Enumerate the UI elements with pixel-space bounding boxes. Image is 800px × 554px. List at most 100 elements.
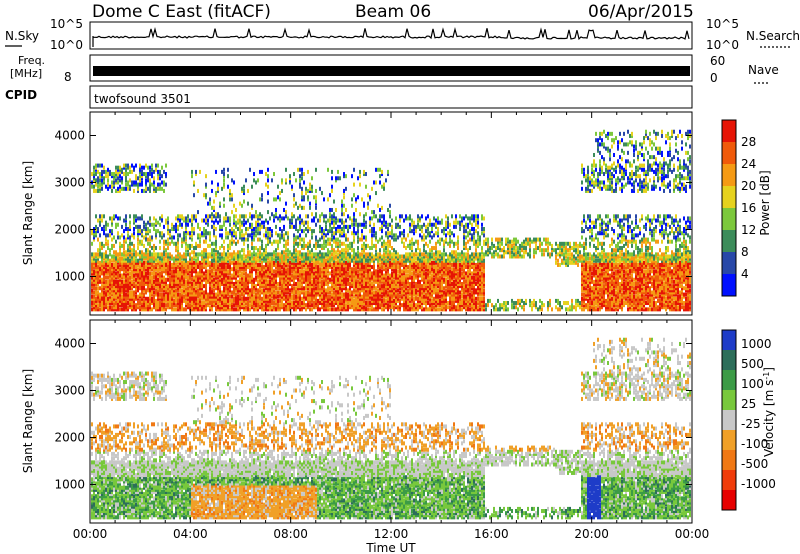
data-cell — [137, 231, 139, 236]
data-cell — [281, 277, 283, 282]
data-cell — [115, 301, 117, 306]
data-cell — [143, 273, 145, 278]
data-cell — [219, 305, 221, 310]
data-cell — [323, 258, 325, 263]
data-cell — [159, 233, 161, 238]
data-cell — [111, 229, 113, 234]
data-cell — [117, 290, 119, 295]
data-cell — [383, 186, 385, 191]
data-cell — [389, 239, 391, 244]
data-cell — [321, 254, 323, 259]
data-cell — [359, 275, 361, 280]
data-cell — [227, 301, 229, 306]
data-cell — [99, 273, 101, 278]
data-cell — [93, 165, 95, 170]
data-cell — [155, 288, 157, 293]
data-cell — [293, 258, 295, 263]
data-cell — [285, 180, 287, 185]
data-cell — [345, 265, 347, 270]
data-cell — [121, 169, 123, 174]
data-cell — [237, 303, 239, 308]
data-cell — [111, 180, 113, 185]
data-cell — [365, 256, 367, 261]
data-cell — [345, 235, 347, 240]
power-data — [91, 129, 691, 312]
data-cell — [319, 229, 321, 234]
data-cell — [137, 260, 139, 265]
data-cell — [365, 258, 367, 263]
data-cell — [317, 256, 319, 261]
data-cell — [223, 277, 225, 282]
data-cell — [363, 273, 365, 278]
data-cell — [267, 281, 269, 286]
data-cell — [353, 273, 355, 278]
data-cell — [175, 298, 177, 303]
data-cell — [353, 277, 355, 282]
data-cell — [361, 252, 363, 257]
data-cell — [265, 273, 267, 278]
data-cell — [215, 273, 217, 278]
data-cell — [359, 294, 361, 299]
data-cell — [203, 252, 205, 257]
data-cell — [229, 307, 231, 312]
data-cell — [141, 275, 143, 280]
data-cell — [137, 233, 139, 238]
data-cell — [363, 265, 365, 270]
data-cell — [387, 277, 389, 282]
data-cell — [123, 307, 125, 312]
data-cell — [199, 269, 201, 274]
data-cell — [327, 218, 329, 223]
data-cell — [321, 294, 323, 299]
data-cell — [309, 298, 311, 303]
data-cell — [387, 294, 389, 299]
data-cell — [191, 277, 193, 282]
data-cell — [247, 256, 249, 261]
data-cell — [201, 296, 203, 301]
data-cell — [325, 252, 327, 257]
data-cell — [261, 279, 263, 284]
data-cell — [311, 267, 313, 272]
data-cell — [311, 290, 313, 295]
data-cell — [143, 271, 145, 276]
data-cell — [377, 271, 379, 276]
data-cell — [109, 262, 111, 267]
data-cell — [371, 256, 373, 261]
data-cell — [333, 301, 335, 306]
data-cell — [209, 288, 211, 293]
data-cell — [93, 273, 95, 278]
data-cell — [177, 248, 179, 253]
data-cell — [381, 224, 383, 229]
data-cell — [207, 303, 209, 308]
data-cell — [183, 237, 185, 242]
data-cell — [223, 222, 225, 227]
data-cell — [95, 165, 97, 170]
data-cell — [355, 218, 357, 223]
data-cell — [163, 267, 165, 272]
data-cell — [113, 254, 115, 259]
data-cell — [137, 267, 139, 272]
data-cell — [363, 307, 365, 312]
data-cell — [259, 279, 261, 284]
data-cell — [255, 305, 257, 310]
data-cell — [121, 265, 123, 270]
data-cell — [171, 265, 173, 270]
data-cell — [295, 224, 297, 229]
data-cell — [149, 305, 151, 310]
data-cell — [113, 296, 115, 301]
data-cell — [265, 296, 267, 301]
data-cell — [379, 262, 381, 267]
data-cell — [357, 301, 359, 306]
data-cell — [295, 227, 297, 232]
data-cell — [127, 233, 129, 238]
data-cell — [243, 222, 245, 227]
data-cell — [361, 267, 363, 272]
data-cell — [203, 307, 205, 312]
data-cell — [301, 237, 303, 242]
data-cell — [367, 303, 369, 308]
data-cell — [137, 262, 139, 267]
data-cell — [219, 288, 221, 293]
data-cell — [379, 298, 381, 303]
data-cell — [229, 271, 231, 276]
data-cell — [91, 296, 93, 301]
data-cell — [137, 301, 139, 306]
